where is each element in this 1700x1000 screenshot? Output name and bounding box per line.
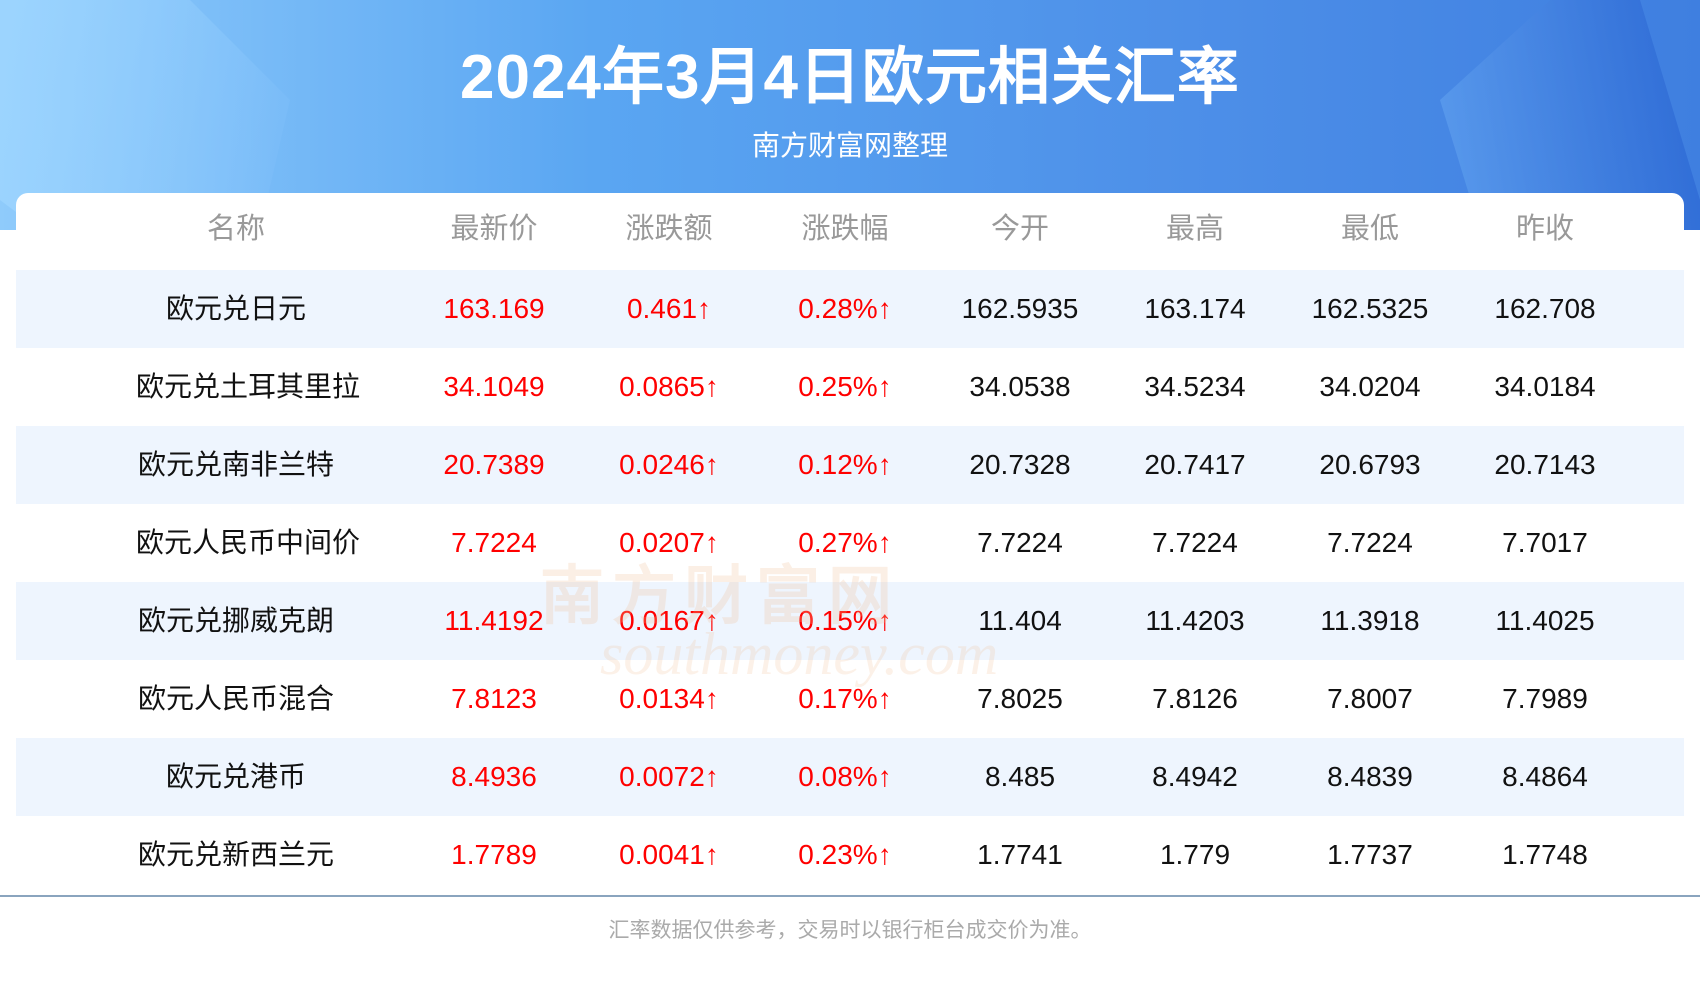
cell-change-pct: 0.08%↑ (798, 761, 892, 792)
cell-low: 20.6793 (1319, 449, 1421, 480)
cell-low: 7.7224 (1327, 527, 1413, 558)
table-row: 欧元兑南非兰特 20.7389 0.0246↑ 0.12%↑ 20.7328 20.741… (16, 426, 1684, 504)
cell-low: 11.3918 (1320, 605, 1420, 636)
cell-prev-close: 8.4864 (1502, 761, 1588, 792)
table-row: 欧元兑挪威克朗 11.4192 0.0167↑ 0.15%↑ 11.404 11.4203… (16, 582, 1684, 660)
column-header-name: 名称 (206, 213, 265, 245)
cell-latest: 11.4192 (444, 605, 544, 636)
cell-low: 162.5325 (1311, 293, 1429, 324)
column-header-change: 涨跌额 (625, 213, 713, 245)
table-row: 欧元兑新西兰元 1.7789 0.0041↑ 0.23%↑ 1.7741 1.779 1.7… (16, 816, 1684, 894)
cell-latest: 34.1049 (443, 371, 545, 402)
cell-name: 欧元人民币混合 (137, 683, 334, 714)
cell-high: 7.8126 (1152, 683, 1238, 714)
cell-latest: 163.169 (443, 293, 545, 324)
cell-high: 8.4942 (1152, 761, 1238, 792)
cell-change-pct: 0.25%↑ (798, 371, 892, 402)
cell-high: 163.174 (1144, 293, 1246, 324)
column-header-change-pct: 涨跌幅 (801, 213, 889, 245)
cell-low: 7.8007 (1327, 683, 1413, 714)
table-row: 欧元人民币混合 7.8123 0.0134↑ 0.17%↑ 7.8025 7.8126 7.… (16, 660, 1684, 738)
table-row: 欧元兑日元 163.169 0.461↑ 0.28%↑ 162.5935 163.174 1… (16, 270, 1684, 348)
cell-high: 34.5234 (1144, 371, 1246, 402)
cell-change-pct: 0.17%↑ (798, 683, 892, 714)
column-header-latest: 最新价 (450, 213, 538, 245)
cell-open: 162.5935 (961, 293, 1079, 324)
page-subtitle: 南方财富网整理 (751, 130, 948, 161)
cell-change: 0.0207↑ (619, 527, 719, 558)
cell-high: 7.7224 (1152, 527, 1238, 558)
cell-change: 0.0246↑ (619, 449, 719, 480)
page-title: 2024年3月4日欧元相关汇率 (460, 43, 1240, 112)
cell-change-pct: 0.27%↑ (798, 527, 892, 558)
cell-open: 7.7224 (977, 527, 1063, 558)
cell-open: 7.8025 (977, 683, 1063, 714)
cell-open: 1.7741 (977, 839, 1063, 870)
cell-change-pct: 0.15%↑ (798, 605, 892, 636)
cell-open: 34.0538 (969, 371, 1071, 402)
cell-name: 欧元兑南非兰特 (137, 449, 334, 480)
cell-prev-close: 7.7989 (1502, 683, 1588, 714)
column-header-prev-close: 昨收 (1515, 213, 1574, 245)
divider (0, 895, 1700, 897)
column-header-high: 最高 (1165, 213, 1224, 245)
column-header-open: 今开 (990, 213, 1049, 245)
cell-change: 0.0134↑ (619, 683, 719, 714)
cell-change-pct: 0.12%↑ (798, 449, 892, 480)
cell-latest: 20.7389 (443, 449, 545, 480)
cell-name: 欧元兑挪威克朗 (137, 605, 334, 636)
cell-change: 0.0041↑ (619, 839, 719, 870)
cell-high: 1.779 (1159, 839, 1231, 870)
column-header-low: 最低 (1340, 213, 1399, 245)
cell-change: 0.0072↑ (619, 761, 719, 792)
header-banner: 2024年3月4日欧元相关汇率 南方财富网整理 (0, 0, 1700, 230)
cell-name: 欧元兑港币 (165, 761, 306, 792)
table-row: 欧元兑土耳其里拉 34.1049 0.0865↑ 0.25%↑ 34.0538 34.52… (16, 348, 1684, 426)
table-row: 欧元兑港币 8.4936 0.0072↑ 0.08%↑ 8.485 8.4942 8.483… (16, 738, 1684, 816)
cell-name: 欧元兑新西兰元 (137, 839, 334, 870)
cell-prev-close: 162.708 (1494, 293, 1596, 324)
cell-change-pct: 0.23%↑ (798, 839, 892, 870)
disclaimer: 汇率数据仅供参考，交易时以银行柜台成交价为准。 (608, 919, 1092, 942)
cell-name: 欧元人民币中间价 (136, 527, 361, 558)
cell-change-pct: 0.28%↑ (798, 293, 892, 324)
cell-prev-close: 1.7748 (1502, 839, 1588, 870)
table-row: 欧元人民币中间价 7.7224 0.0207↑ 0.27%↑ 7.7224 7.7224 7… (16, 504, 1684, 582)
cell-high: 11.4203 (1145, 605, 1245, 636)
rates-table: 名称 最新价 涨跌额 涨跌幅 今开 最高 最低 昨收 欧元兑日元 163.169 0.461↑ 0.… (16, 193, 1684, 897)
cell-open: 11.404 (978, 605, 1062, 636)
cell-high: 20.7417 (1144, 449, 1246, 480)
cell-latest: 7.7224 (451, 527, 537, 558)
cell-low: 34.0204 (1319, 371, 1421, 402)
cell-change: 0.0167↑ (619, 605, 719, 636)
cell-prev-close: 34.0184 (1494, 371, 1596, 402)
cell-change: 0.461↑ (626, 293, 712, 324)
cell-open: 8.485 (984, 761, 1056, 792)
cell-prev-close: 11.4025 (1495, 605, 1595, 636)
cell-change: 0.0865↑ (619, 371, 719, 402)
table-header: 名称 最新价 涨跌额 涨跌幅 今开 最高 最低 昨收 (16, 193, 1684, 271)
cell-prev-close: 7.7017 (1502, 527, 1588, 558)
cell-prev-close: 20.7143 (1494, 449, 1596, 480)
cell-latest: 8.4936 (451, 761, 537, 792)
cell-name: 欧元兑日元 (165, 293, 306, 324)
cell-latest: 7.8123 (451, 683, 537, 714)
cell-low: 1.7737 (1327, 839, 1413, 870)
cell-open: 20.7328 (969, 449, 1071, 480)
cell-low: 8.4839 (1327, 761, 1413, 792)
cell-latest: 1.7789 (451, 839, 537, 870)
cell-name: 欧元兑土耳其里拉 (136, 371, 361, 402)
